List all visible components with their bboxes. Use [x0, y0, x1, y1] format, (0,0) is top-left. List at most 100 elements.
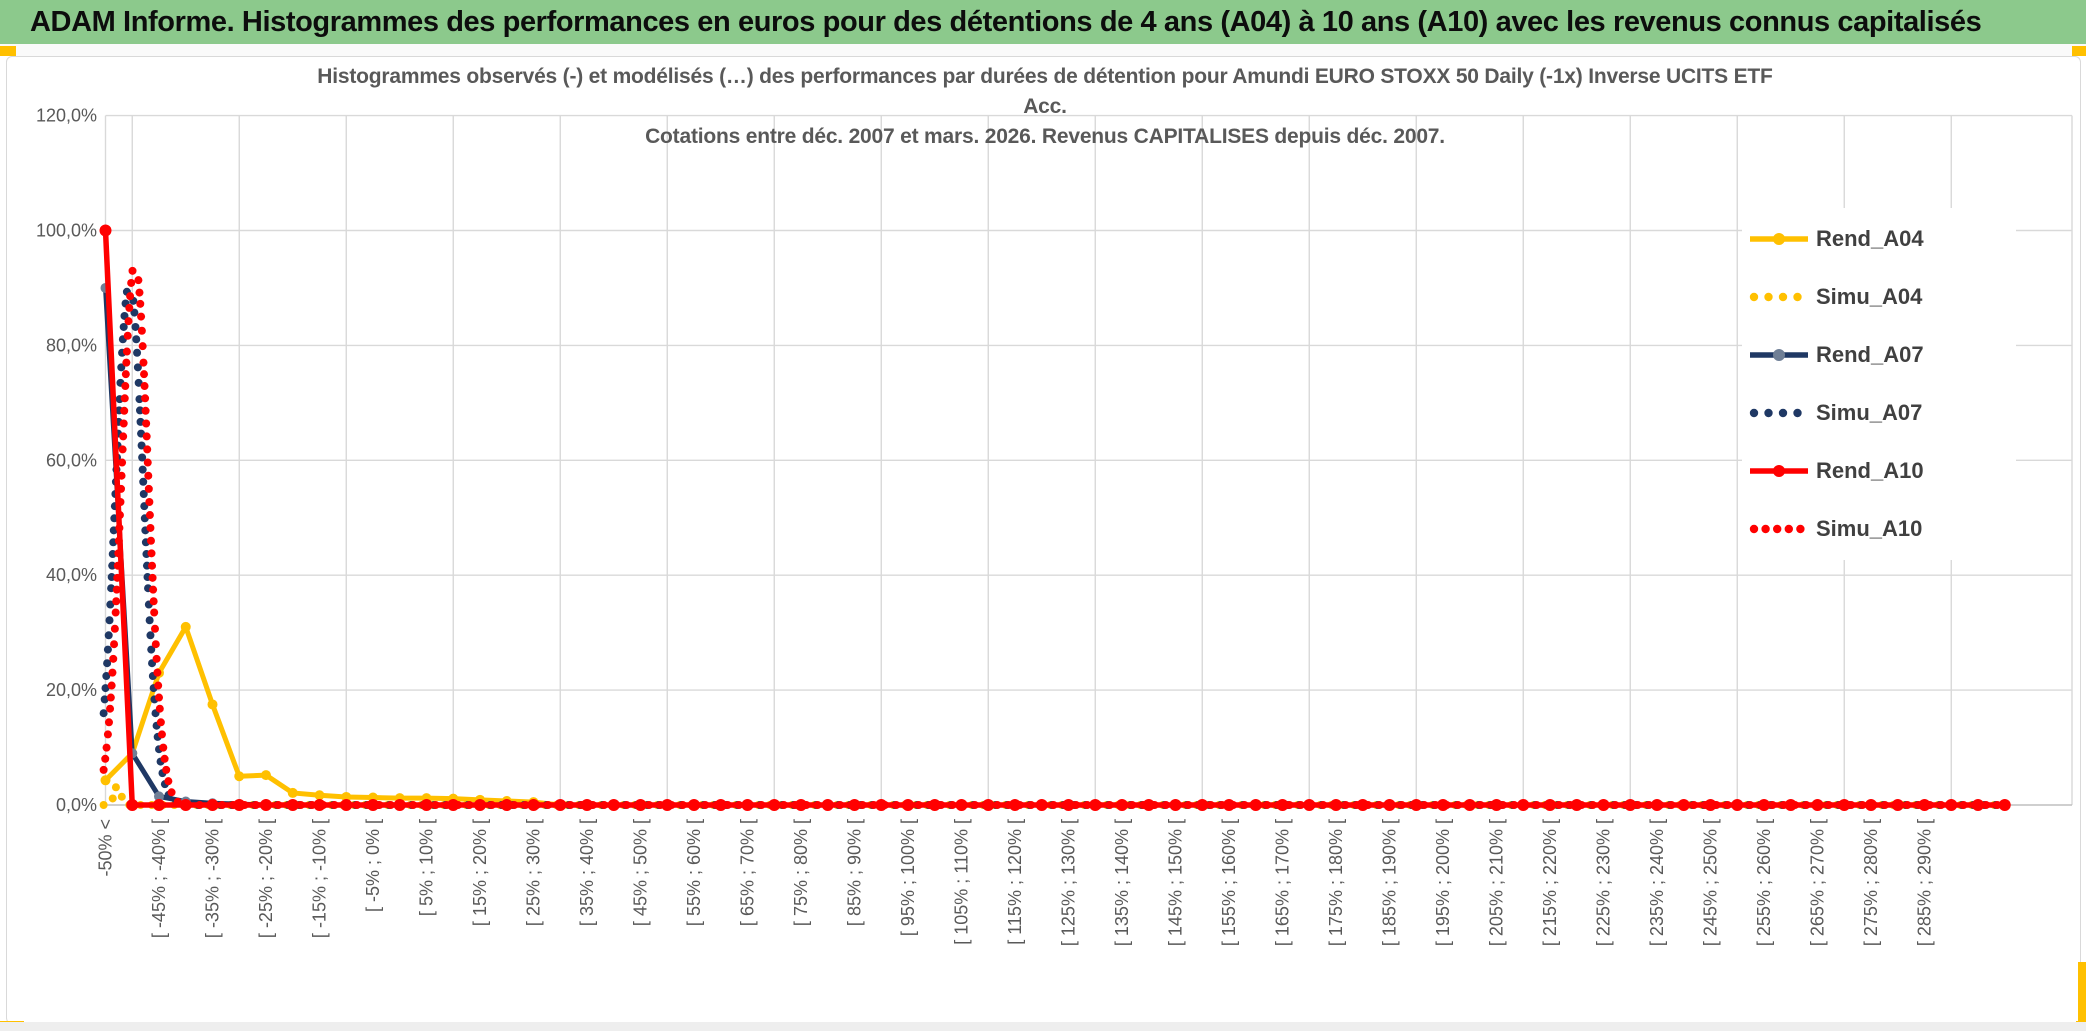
x-axis-tick-label: [ 115% ; 120% [: [1005, 819, 1025, 945]
sim-curve-dot-Simu_A10: [149, 597, 158, 606]
sim-curve-dot-Simu_A04: [111, 783, 120, 792]
sim-curve-dot-Simu_A10: [106, 693, 115, 702]
x-axis-tick-label: -50% <: [96, 819, 116, 877]
series-Rend_A04[interactable]: [100, 621, 2010, 810]
sim-curve-dot-Simu_A10: [136, 299, 145, 308]
y-axis-tick-label: 0,0%: [56, 795, 97, 815]
sim-curve-dot-Simu_A10: [1116, 801, 1125, 809]
legend-item-Simu_A04[interactable]: Simu_A04: [1748, 268, 2010, 326]
x-axis-tick-label: [ -25% ; -20% [: [256, 819, 276, 938]
legend-label: Simu_A10: [1816, 516, 1923, 541]
sim-curve-dot-Simu_A10: [1218, 801, 1227, 809]
sim-curve-dot-Simu_A10: [138, 342, 147, 351]
data-point-marker-Rend_A04: [234, 771, 245, 782]
data-point-marker-Rend_A10: [153, 799, 165, 811]
x-axis-tick-label: [ 5% ; 10% [: [417, 819, 437, 916]
sim-curve-dot-Simu_A10: [1644, 801, 1653, 809]
sim-curve-dot-Simu_A10: [104, 718, 113, 727]
sim-curve-dot-Simu_A10: [159, 743, 168, 752]
legend-item-Rend_A07[interactable]: Rend_A07: [1748, 326, 2010, 384]
sim-curve-dot-Simu_A10: [1566, 801, 1575, 809]
sim-curve-dot-Simu_A10: [123, 331, 132, 340]
sim-curve-dot-Simu_A10: [1633, 801, 1642, 809]
plot-area[interactable]: 120,0% 100,0% 80,0% 60,0% 40,0% 20,0% 0,0% -50%…: [0, 56, 2086, 1031]
sim-curve-dot-Simu_A10: [925, 801, 934, 809]
sim-curve-dot-Simu_A10: [1543, 801, 1552, 809]
sim-curve-dot-Simu_A10: [397, 801, 406, 809]
sim-curve-dot-Simu_A10: [150, 624, 159, 633]
data-point-marker-Rend_A10: [126, 799, 139, 811]
sim-curve-dot-Simu_A10: [1903, 801, 1912, 809]
sim-curve-dot-Simu_A10: [151, 640, 160, 649]
sim-curve-dot-Simu_A10: [107, 681, 116, 690]
sim-curve-dot-Simu_A10: [1993, 801, 2002, 809]
x-axis-tick-label: [ -45% ; -40% [: [149, 819, 169, 938]
sim-curve-dot-Simu_A10: [330, 801, 339, 809]
sim-curve-dot-Simu_A10: [1431, 801, 1440, 809]
sim-curve-dot-Simu_A10: [1060, 801, 1069, 809]
x-axis-tick-label: [ 95% ; 100% [: [898, 819, 918, 936]
sim-curve-dot-Simu_A07: [145, 616, 154, 625]
sim-curve-dot-Simu_A10: [824, 801, 833, 809]
sim-curve-dot-Simu_A10: [1364, 801, 1373, 809]
data-point-marker-Rend_A04: [207, 699, 218, 710]
sim-curve-dot-Simu_A10: [145, 498, 154, 507]
sim-curve-dot-Simu_A10: [206, 800, 215, 809]
sim-curve-dot-Simu_A10: [1678, 801, 1687, 809]
sim-curve-dot-Simu_A10: [141, 394, 150, 403]
sim-curve-dot-Simu_A10: [802, 801, 811, 809]
sim-curve-dot-Simu_A10: [240, 801, 249, 809]
x-axis-tick-label: [ 285% ; 290% [: [1915, 819, 1935, 946]
sim-curve-dot-Simu_A10: [308, 801, 317, 809]
chart-canvas[interactable]: [6, 56, 2081, 1024]
selection-handle-right-edge[interactable]: [2078, 962, 2086, 1022]
sim-curve-dot-Simu_A07: [103, 659, 112, 668]
legend-swatch-dotted: [1749, 524, 1805, 534]
sim-curve-dot-Simu_A10: [146, 536, 155, 545]
sim-curve-dot-Simu_A07: [105, 616, 114, 625]
legend-item-Rend_A10[interactable]: Rend_A10: [1748, 442, 2010, 500]
sim-curve-dot-Simu_A10: [701, 801, 710, 809]
sim-curve-dot-Simu_A10: [577, 801, 586, 809]
sim-curve-dot-Simu_A10: [566, 801, 575, 809]
sim-curve-dot-Simu_A10: [296, 801, 305, 809]
sim-curve-dot-Simu_A10: [106, 704, 115, 713]
sim-curve-dot-Simu_A07: [104, 631, 113, 640]
series-Rend_A10[interactable]: [99, 224, 2011, 812]
selection-handle-top-left[interactable]: [0, 46, 16, 56]
sim-curve-dot-Simu_A10: [1600, 801, 1609, 809]
chart-legend[interactable]: Rend_A04 Simu_A04 Rend_A07 Simu_A07 Rend_A10…: [1742, 208, 2016, 560]
sim-curve-dot-Simu_A10: [1397, 801, 1406, 809]
bottom-scroll-strip[interactable]: [0, 1022, 2086, 1031]
sim-curve-dot-Simu_A10: [122, 347, 131, 356]
sim-curve-dot-Simu_A10: [1959, 801, 1968, 809]
series-Simu_A10[interactable]: [99, 266, 2002, 809]
sim-curve-dot-Simu_A10: [791, 801, 800, 809]
sim-curve-dot-Simu_A10: [1689, 801, 1698, 809]
series-line-Rend_A10: [102, 230, 2005, 808]
sim-curve-dot-Simu_A10: [948, 801, 957, 809]
legend-item-Simu_A10[interactable]: Simu_A10: [1748, 500, 2010, 558]
sim-curve-dot-Simu_A10: [364, 801, 373, 809]
legend-item-Simu_A07[interactable]: Simu_A07: [1748, 384, 2010, 442]
sim-curve-dot-Simu_A10: [1173, 801, 1182, 809]
series-Simu_A07[interactable]: [99, 287, 2000, 809]
x-axis-tick-label: [ 255% ; 260% [: [1754, 819, 1774, 946]
sim-curve-dot-Simu_A10: [1476, 801, 1485, 809]
sim-curve-dot-Simu_A10: [157, 730, 166, 739]
series-Rend_A07[interactable]: [100, 282, 2010, 810]
legend-item-Rend_A04[interactable]: Rend_A04: [1748, 210, 2010, 268]
sim-curve-dot-Simu_A04: [99, 800, 108, 809]
sim-curve-dot-Simu_A10: [1094, 801, 1103, 809]
selection-handle-top-right[interactable]: [2072, 46, 2086, 56]
sim-curve-dot-Simu_A10: [109, 654, 118, 663]
sim-curve-dot-Simu_A10: [1161, 801, 1170, 809]
sim-curve-dot-Simu_A10: [112, 585, 121, 594]
sim-curve-dot-Simu_A10: [126, 292, 135, 301]
sim-curve-dot-Simu_A10: [103, 730, 112, 739]
window-header-bar: ADAM Informe. Histogrammes des performan…: [0, 0, 2086, 44]
sim-curve-dot-Simu_A10: [144, 484, 153, 493]
x-axis-tick-label: [ 265% ; 270% [: [1808, 819, 1828, 946]
sim-curve-dot-Simu_A10: [144, 471, 153, 480]
sim-curve-dot-Simu_A10: [1386, 801, 1395, 809]
